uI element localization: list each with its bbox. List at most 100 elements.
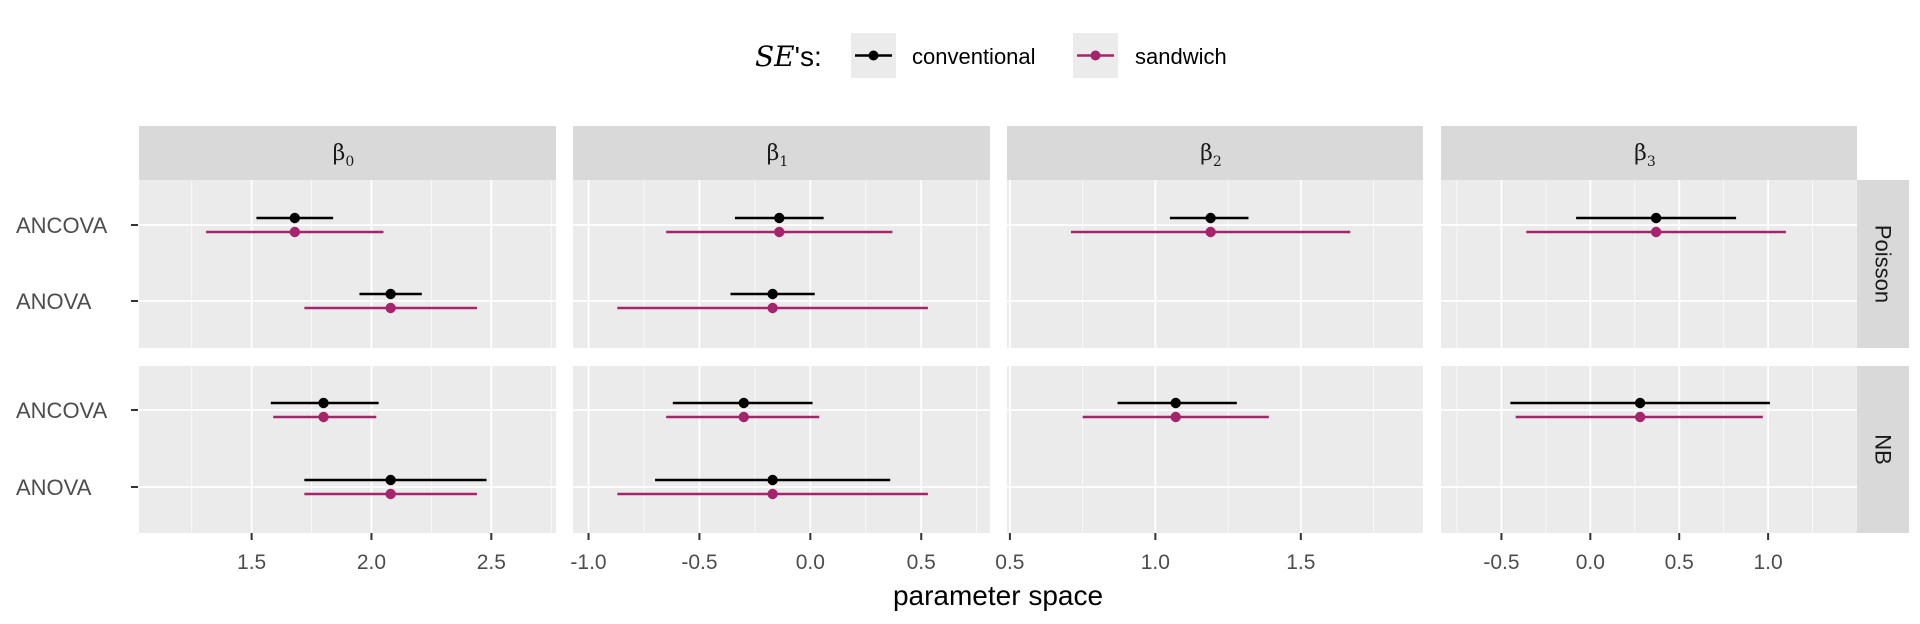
x-tick-label: 0.5 xyxy=(995,551,1024,574)
estimate-sandwich xyxy=(1071,226,1351,238)
x-tick-label: -0.5 xyxy=(1483,551,1519,574)
estimate-conventional xyxy=(359,288,422,300)
x-tick-label: -1.0 xyxy=(570,551,606,574)
estimate-point xyxy=(289,226,300,238)
panel-0-2 xyxy=(1007,180,1423,348)
panel-1-0 xyxy=(139,366,556,533)
x-tick-label: -0.5 xyxy=(681,551,717,574)
panel-0-3 xyxy=(1441,180,1857,348)
estimate-sandwich xyxy=(617,302,928,314)
estimate-conventional xyxy=(1510,397,1770,409)
estimate-point xyxy=(1634,397,1646,409)
x-tick-label: 0.5 xyxy=(907,551,936,574)
panel-background xyxy=(573,366,990,533)
strip-row-label: Poisson xyxy=(1871,225,1896,303)
strip-row-label: NB xyxy=(1871,434,1896,465)
x-tick-label: 0.5 xyxy=(1665,551,1694,574)
legend-label: sandwich xyxy=(1135,44,1227,69)
estimate-point xyxy=(1170,411,1181,423)
legend-key-point xyxy=(868,50,879,61)
panel-background xyxy=(573,180,990,348)
estimate-point xyxy=(767,302,778,314)
estimate-point xyxy=(318,397,329,409)
estimate-conventional xyxy=(1117,397,1237,409)
strip-column-3 xyxy=(1441,126,1857,180)
legend-entry-conventional: conventional xyxy=(851,33,1036,78)
legend-title: SE's: xyxy=(755,40,822,73)
estimate-sandwich xyxy=(666,411,820,423)
panel-background xyxy=(1007,180,1423,348)
estimate-point xyxy=(385,302,396,314)
strip-row-0 xyxy=(1857,180,1909,348)
x-tick-label: 2.0 xyxy=(357,551,386,574)
strip-column-0 xyxy=(139,126,556,180)
strip-column-1 xyxy=(573,126,990,180)
panel-background xyxy=(1007,366,1423,533)
y-tick-label: ANCOVA xyxy=(16,213,108,238)
x-tick-label: 1.0 xyxy=(1754,551,1783,574)
x-tick-label: 0.0 xyxy=(796,551,825,574)
estimate-point xyxy=(774,226,785,238)
estimate-sandwich xyxy=(1515,411,1763,423)
estimate-point xyxy=(1170,397,1181,409)
estimate-point xyxy=(385,488,396,500)
estimate-point xyxy=(385,474,396,486)
estimate-point xyxy=(774,212,785,224)
strip-label: β0 xyxy=(333,141,355,170)
estimate-sandwich xyxy=(1082,411,1269,423)
estimate-conventional xyxy=(730,288,815,300)
panel-1-2 xyxy=(1007,366,1423,533)
estimate-point xyxy=(1634,411,1646,423)
panel-background xyxy=(1441,366,1857,533)
panel-1-3 xyxy=(1441,366,1857,533)
estimate-sandwich xyxy=(304,302,477,314)
estimate-point xyxy=(767,488,778,500)
legend-label: conventional xyxy=(912,44,1036,69)
estimate-sandwich xyxy=(617,488,928,500)
estimate-conventional xyxy=(1576,212,1737,224)
estimate-point xyxy=(738,397,749,409)
strip-row-1 xyxy=(1857,366,1909,533)
estimate-conventional xyxy=(672,397,813,409)
estimate-point xyxy=(289,212,300,224)
x-tick-label: 1.5 xyxy=(1286,551,1315,574)
estimate-point xyxy=(318,411,329,423)
estimate-point xyxy=(385,288,396,300)
estimate-point xyxy=(1205,226,1216,238)
x-tick-label: 1.5 xyxy=(237,551,266,574)
legend-key-point xyxy=(1090,50,1101,61)
estimate-sandwich xyxy=(666,226,893,238)
estimate-conventional xyxy=(304,474,487,486)
y-tick-label: ANOVA xyxy=(16,289,92,314)
estimate-point xyxy=(767,474,778,486)
panel-background xyxy=(139,366,556,533)
estimate-conventional xyxy=(256,212,334,224)
estimate-conventional xyxy=(270,397,379,409)
estimate-point xyxy=(738,411,749,423)
estimate-sandwich xyxy=(304,488,477,500)
strip-label: β3 xyxy=(1634,141,1656,170)
estimate-point xyxy=(1650,212,1662,224)
panel-background xyxy=(1441,180,1857,348)
x-tick-label: 1.0 xyxy=(1141,551,1170,574)
estimate-sandwich xyxy=(1526,226,1786,238)
strip-column-2 xyxy=(1007,126,1423,180)
x-tick-label: 0.0 xyxy=(1576,551,1605,574)
estimate-conventional xyxy=(1169,212,1249,224)
y-tick-label: ANOVA xyxy=(16,475,92,500)
estimate-sandwich xyxy=(206,226,384,238)
panel-0-1 xyxy=(573,180,990,348)
x-tick-label: 2.5 xyxy=(477,551,506,574)
estimate-conventional xyxy=(734,212,824,224)
strip-label: β2 xyxy=(1200,141,1222,170)
y-tick-label: ANCOVA xyxy=(16,398,108,423)
estimate-point xyxy=(1205,212,1216,224)
panel-0-0 xyxy=(139,180,556,348)
x-axis-title: parameter space xyxy=(893,580,1103,611)
panel-1-1 xyxy=(573,366,990,533)
legend-entry-sandwich: sandwich xyxy=(1073,33,1227,78)
estimate-sandwich xyxy=(273,411,377,423)
estimate-point xyxy=(1650,226,1662,238)
strip-label: β1 xyxy=(767,141,789,170)
